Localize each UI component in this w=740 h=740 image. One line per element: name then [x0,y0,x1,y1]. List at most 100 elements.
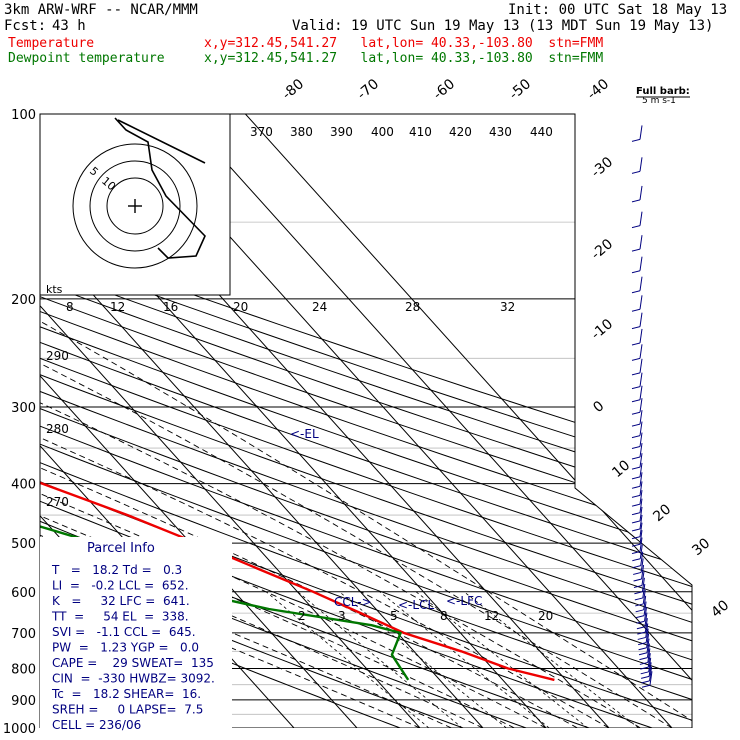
wind-barb [639,490,643,505]
pressure-label: 700 [11,627,36,642]
hodograph-ring [106,177,164,235]
wind-barb [639,498,643,513]
model-title: 3km ARW-WRF -- NCAR/MMM [4,2,198,18]
parcel-info-row: T = 18.2 Td = 0.3 [51,563,182,577]
wind-barb [639,235,643,250]
wind-barb [647,648,651,663]
wind-barb [639,185,643,200]
wind-barb-flag [637,631,646,635]
wind-barb [639,256,643,271]
theta-label: 370 [250,125,273,139]
wind-barb [639,472,643,487]
moist-adiabat [40,298,673,728]
dry-adiabat [40,114,692,728]
speed-label: 28 [405,300,420,314]
wind-barb [646,638,650,653]
wind-barb [639,410,643,425]
moist-adiabat [40,298,484,728]
hodograph-trace [117,119,206,164]
wind-barb-flag [631,399,641,403]
isotherm-label: -50 [506,76,534,103]
wind-barb-flag [640,675,650,679]
pressure-label: 800 [11,662,36,677]
mixing-ratio-label: 2 [298,609,306,623]
wind-barb-flag [631,270,641,274]
wind-barb [642,589,646,605]
wind-barb-flag [640,666,649,670]
wind-barb [639,295,643,310]
valid-time: Valid: 19 UTC Sun 19 May 13 (13 MDT Sun … [292,18,714,34]
wind-barb [643,601,647,616]
speed-label: 24 [312,300,327,314]
wind-barb-flag [633,578,642,582]
wind-barb [639,432,643,447]
wind-barb-flag [638,647,647,651]
wind-barb [645,623,649,638]
wind-barb [643,595,647,610]
wind-barb [639,157,643,172]
mixing-ratio-line [265,591,430,728]
hodograph-trace [114,117,206,259]
speed-label: 8 [66,300,74,314]
isotherm-label: 0 [590,398,607,416]
wind-barb [646,633,650,648]
hodograph-ring [72,143,198,269]
wind-barb-flag [631,503,641,507]
isotherm-label: 10 [609,457,633,481]
theta-label: 410 [409,125,432,139]
wind-barb [649,671,653,686]
wind-barb [649,666,653,681]
adiabat-label: 270 [46,495,69,509]
pressure-label: 200 [11,293,36,308]
dry-adiabat [40,114,692,728]
theta-label: 400 [371,125,394,139]
wind-barb [639,125,643,140]
wind-barb [639,514,643,529]
isotherm-label: -10 [588,316,616,343]
wind-barb [639,372,643,387]
wind-barb-flag [641,684,651,688]
parcel-info-row: SVI = -1.1 CCL = 645. [52,625,196,639]
speed-label: 32 [500,300,515,314]
pressure-label: 1000 [3,722,36,737]
annotation-ccl: CCL-> [334,595,372,609]
isotherm-label: -30 [588,154,616,181]
parcel-info-row: SREH = 0 LAPSE= 7.5 [52,703,203,717]
isotherm-label: -60 [430,76,458,103]
wind-barb [639,398,643,413]
wind-barb-flag [631,446,641,450]
wind-barb [639,522,643,537]
wind-barb [639,537,643,552]
theta-label: 440 [530,125,553,139]
isotherm-label: 20 [650,501,674,525]
wind-barb-flag [631,466,641,470]
dry-adiabat [40,114,692,728]
wind-barb-flag [631,411,641,415]
moist-adiabat [40,298,578,728]
wind-barb-flag [631,138,641,142]
barb-legend-unit: 5 m s-1 [642,96,676,106]
wind-barb [639,462,643,477]
parcel-info-row: CELL = 236/06 [52,718,141,732]
annotation-lcl: <-LCL [398,598,434,612]
isotherm-line [40,114,358,728]
wind-barb-flag [639,657,648,661]
wind-barb-flag [631,536,641,540]
wind-barb-flag [631,225,641,229]
parcel-info-row: CAPE = 29 SWEAT= 135 [52,656,214,670]
wind-barb [639,530,643,545]
mixing-ratio-label: 12 [484,609,499,623]
wind-barb-flag [631,248,641,252]
wind-barb-flag [635,609,644,613]
dry-adiabat [40,114,692,728]
init-time: Init: 00 UTC Sat 18 May 13 [508,2,728,18]
dry-adiabat [40,114,692,728]
wind-barb [644,618,648,633]
wind-barb [639,453,643,468]
isotherm-line [245,114,692,728]
parcel-info-row: CIN = -330 HWBZ= 3092. [52,672,215,686]
wind-barb-flag [634,597,643,601]
mixing-ratio-label: 3 [338,609,346,623]
wind-barb [639,481,643,496]
